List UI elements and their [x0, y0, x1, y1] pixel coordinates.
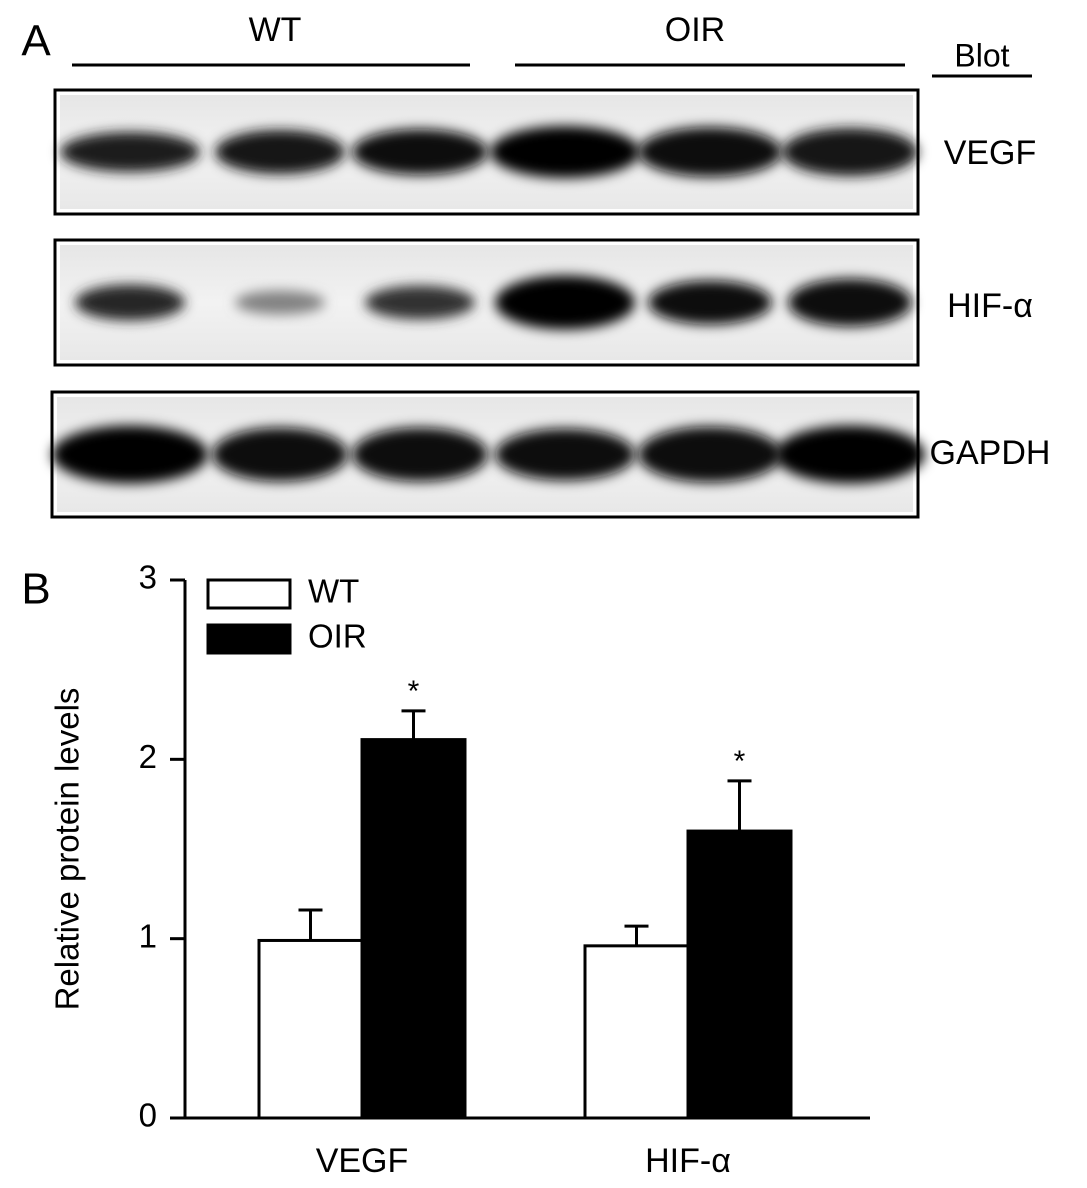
- blot-band: [352, 427, 488, 482]
- x-tick-label: VEGF: [316, 1142, 409, 1180]
- blot-label: HIF-α: [947, 287, 1033, 325]
- panel-label: A: [21, 17, 51, 66]
- significance-mark: *: [734, 745, 746, 778]
- blot-band: [60, 132, 200, 172]
- legend-label: OIR: [308, 618, 367, 655]
- y-tick-label: 3: [139, 559, 157, 596]
- bar: [360, 738, 467, 1120]
- blot-band: [782, 128, 918, 176]
- blot-band: [52, 425, 208, 484]
- blot-band: [648, 280, 772, 325]
- bar: [583, 944, 690, 1120]
- y-tick-label: 2: [139, 738, 157, 775]
- blot-band: [495, 275, 635, 330]
- group-label: OIR: [665, 11, 725, 49]
- blot-frame: [50, 390, 920, 519]
- legend-label: WT: [308, 573, 359, 610]
- legend-swatch: [206, 623, 292, 655]
- blot-band: [638, 426, 782, 483]
- blot-panel: [50, 88, 925, 519]
- group-label: WT: [249, 11, 302, 49]
- blot-band: [212, 427, 348, 482]
- blot-background: [60, 245, 913, 360]
- legend-swatch: [206, 578, 292, 610]
- significance-mark: *: [408, 675, 420, 708]
- blot-frame: [53, 238, 920, 367]
- panel-label: B: [21, 565, 50, 614]
- blot-header: Blot: [954, 37, 1009, 73]
- blot-band: [638, 127, 782, 177]
- blot-band: [775, 425, 925, 484]
- blot-label: GAPDH: [930, 434, 1051, 472]
- blot-frame: [53, 88, 920, 216]
- y-tick-label: 1: [139, 917, 157, 954]
- blot-band: [365, 285, 475, 320]
- blot-label: VEGF: [944, 134, 1037, 172]
- blot-band: [235, 290, 325, 315]
- blot-band: [495, 428, 635, 481]
- bar: [257, 938, 364, 1120]
- blot-band: [490, 126, 640, 178]
- y-tick-label: 0: [139, 1097, 157, 1134]
- blot-band: [788, 278, 912, 327]
- blot-band: [352, 129, 488, 175]
- blot-band: [75, 284, 185, 321]
- blot-band: [215, 130, 345, 174]
- y-axis-label: Relative protein levels: [49, 688, 86, 1011]
- x-tick-label: HIF-α: [645, 1142, 731, 1180]
- bar: [686, 829, 793, 1120]
